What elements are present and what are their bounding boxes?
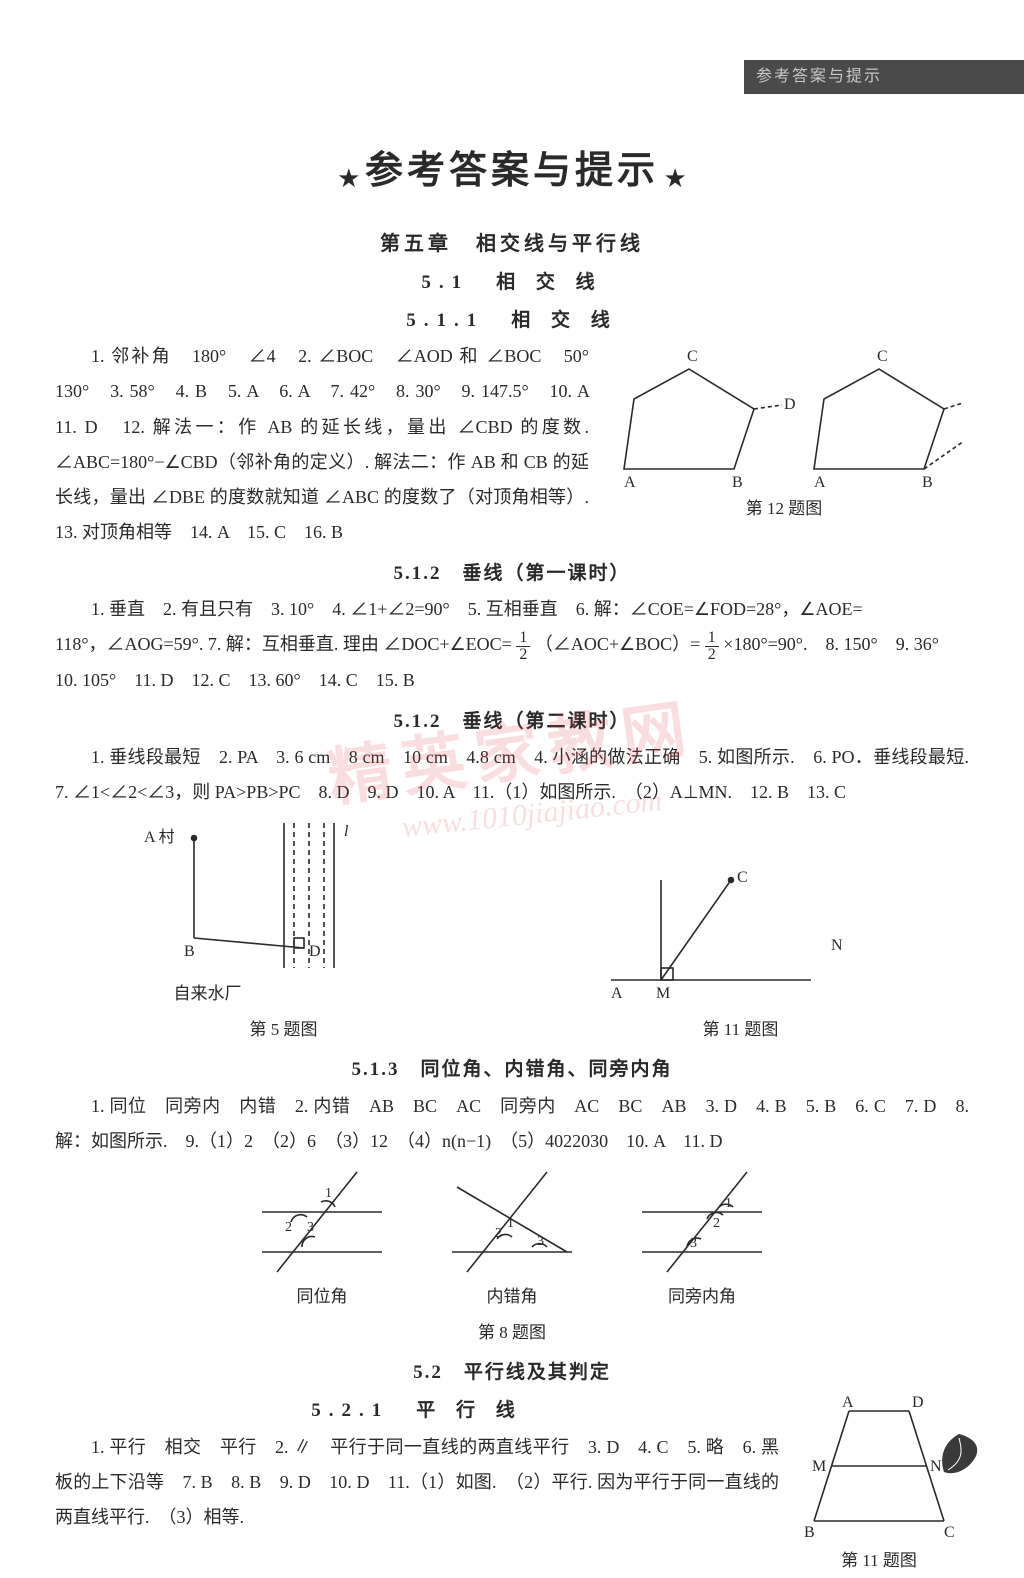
section-5-2-1-title: 5.2.1 平 行 线	[55, 1393, 779, 1429]
svg-text:B: B	[922, 474, 933, 489]
chapter-title: 第五章 相交线与平行线	[55, 225, 969, 263]
figure-8c-caption: 同旁内角	[668, 1281, 736, 1313]
svg-text:A: A	[842, 1394, 854, 1411]
t2: （∠AOC+∠BOC）=	[535, 634, 700, 654]
section-5-1-1-body: 1. 邻补角 180° ∠4 2. ∠BOC ∠AOD 和 ∠BOC 50° 1…	[55, 339, 969, 550]
svg-text:A: A	[814, 474, 826, 489]
figure-8b-caption: 内错角	[487, 1281, 538, 1313]
svg-text:M: M	[656, 985, 670, 1002]
svg-text:C: C	[877, 348, 888, 365]
svg-text:C: C	[737, 869, 748, 886]
figure-8a: 1 2 3 同位角	[247, 1167, 397, 1313]
section-5-1-2a-line2: 10. 105° 11. D 12. C 13. 60° 14. C 15. B	[55, 663, 969, 698]
section-5-1-3-text: 1. 同位 同旁内 内错 2. 内错 AB BC AC 同旁内 AC BC AB…	[55, 1089, 969, 1159]
figure-5-svg: A 村 B D l	[134, 818, 434, 978]
star-icon: ★	[337, 164, 360, 193]
figure-11b-caption: 第 11 题图	[841, 1545, 917, 1577]
section-5-1-3-title: 5.1.3 同位角、内错角、同旁内角	[55, 1052, 969, 1088]
svg-text:C: C	[944, 1524, 955, 1541]
figure-8a-caption: 同位角	[297, 1281, 348, 1313]
leaf-icon	[934, 1432, 984, 1478]
figure-12: C A B D C A D E B 第 12 题图	[599, 339, 969, 550]
section-5-1-1-title: 5.1.1 相 交 线	[55, 303, 969, 339]
svg-text:D: D	[309, 943, 321, 960]
section-5-2-title: 5.2 平行线及其判定	[55, 1355, 969, 1391]
fig5-label-a: A 村	[144, 828, 175, 846]
main-title-wrap: ★ 参考答案与提示 ★	[55, 135, 969, 207]
figure-11-caption: 第 11 题图	[703, 1014, 779, 1046]
figure-11: A M C N 第 11 题图	[591, 860, 891, 1046]
svg-text:1: 1	[325, 1186, 332, 1201]
svg-text:2: 2	[495, 1226, 502, 1241]
page-title: 参考答案与提示	[365, 135, 659, 207]
svg-text:3: 3	[537, 1234, 544, 1249]
figures-5-11-row: A 村 B D l 自来水厂 第 5 题图	[55, 818, 969, 1047]
t3: ×180°=90°. 8. 150° 9. 36°	[723, 634, 939, 654]
figure-5-caption: 第 5 题图	[250, 1014, 318, 1046]
section-5-1-1-text: 1. 邻补角 180° ∠4 2. ∠BOC ∠AOD 和 ∠BOC 50° 1…	[55, 339, 589, 550]
svg-text:M: M	[812, 1458, 826, 1475]
section-5-2-1-text: 1. 平行 相交 平行 2. ∥ 平行于同一直线的两直线平行 3. D 4. C…	[55, 1430, 779, 1535]
svg-text:2: 2	[285, 1220, 292, 1235]
figure-8-caption: 第 8 题图	[55, 1317, 969, 1349]
t1: 118°，∠AOG=59°. 7. 解：互相垂直. 理由 ∠DOC+∠EOC=	[55, 634, 512, 654]
figure-8b: 2 1 3 内错角	[437, 1167, 587, 1313]
svg-text:1: 1	[507, 1216, 514, 1231]
svg-text:B: B	[732, 474, 743, 489]
figure-8c: 1 2 3 同旁内角	[627, 1167, 777, 1313]
section-5-1-title: 5.1 相 交 线	[55, 265, 969, 301]
section-5-2-1-body: 5.2.1 平 行 线 1. 平行 相交 平行 2. ∥ 平行于同一直线的两直线…	[55, 1391, 969, 1577]
svg-text:l: l	[344, 823, 349, 840]
svg-text:C: C	[687, 348, 698, 365]
figure-12-caption: 第 12 题图	[746, 493, 823, 525]
svg-text:A: A	[611, 985, 623, 1002]
figure-11-svg: A M C N	[591, 860, 891, 1010]
fraction-half: 12	[705, 630, 719, 663]
section-5-1-2a-line1c: 118°，∠AOG=59°. 7. 解：互相垂直. 理由 ∠DOC+∠EOC= …	[55, 627, 969, 662]
figure-11b: A D M N B C 第 11 题图	[789, 1391, 969, 1577]
section-5-1-2b-title: 5.1.2 垂线（第二课时）	[55, 704, 969, 740]
figure-8-row: 1 2 3 同位角 2 1 3 内错角	[55, 1167, 969, 1313]
figure-5: A 村 B D l 自来水厂 第 5 题图	[134, 818, 434, 1047]
fraction-half: 12	[516, 630, 530, 663]
star-icon: ★	[664, 164, 687, 193]
top-banner: 参考答案与提示	[744, 60, 1024, 94]
svg-text:B: B	[184, 943, 195, 960]
section-5-1-2a-title: 5.1.2 垂线（第一课时）	[55, 556, 969, 592]
svg-text:D: D	[912, 1394, 924, 1411]
svg-text:N: N	[831, 937, 843, 954]
fig5-water-label: 自来水厂	[174, 978, 242, 1010]
section-5-1-2b-text: 1. 垂线段最短 2. PA 3. 6 cm 8 cm 10 cm 4.8 cm…	[55, 740, 969, 810]
section-5-1-2a-line1: 1. 垂直 2. 有且只有 3. 10° 4. ∠1+∠2=90° 5. 互相垂…	[55, 592, 969, 627]
svg-text:2: 2	[713, 1216, 720, 1231]
svg-text:D: D	[784, 396, 796, 413]
svg-text:A: A	[624, 474, 636, 489]
svg-text:B: B	[804, 1524, 815, 1541]
figure-12-svg: C A B D C A D E B	[604, 339, 964, 489]
svg-text:3: 3	[307, 1220, 314, 1235]
